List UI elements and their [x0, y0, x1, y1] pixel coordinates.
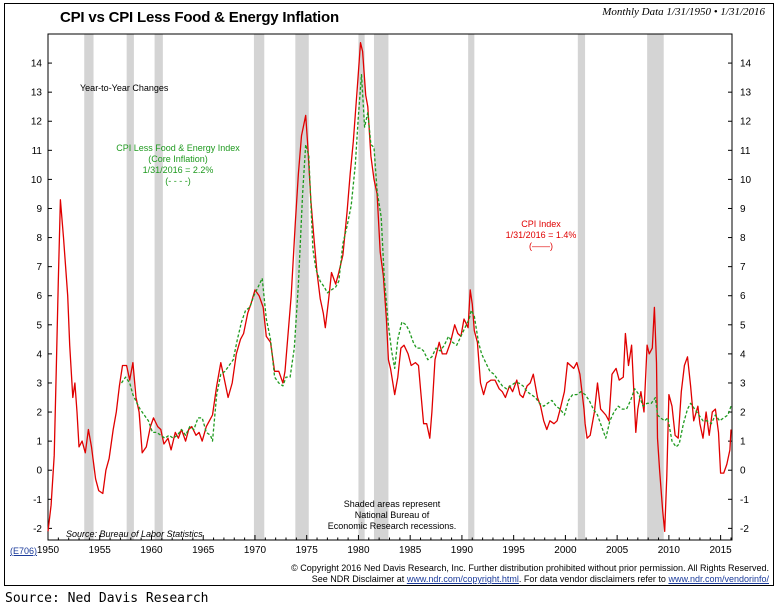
y-tick-label: 0 [36, 466, 42, 477]
x-tick-label: 1980 [347, 545, 370, 556]
y-tick-label: 0 [740, 466, 746, 477]
y-tick-label: 9 [740, 204, 746, 215]
y-tick-label: 8 [36, 233, 42, 244]
y-tick-label: 9 [36, 204, 42, 215]
x-tick-label: 1960 [140, 545, 163, 556]
annotation-core-label: 1/31/2016 = 2.2% [143, 165, 214, 175]
x-axis: 1950 1955 1960 1965 1970 1975 1980 1985 1990 1995… [37, 535, 732, 556]
annotation-source: Source: Bureau of Labor Statistics [66, 529, 203, 539]
copyright-notice: © Copyright 2016 Ned Davis Research, Inc… [291, 563, 769, 585]
y-tick-label: 11 [32, 146, 43, 157]
recession-band [647, 34, 664, 540]
annotation-core-label: CPI Less Food & Energy Index [116, 143, 240, 153]
x-tick-label: 2005 [606, 545, 629, 556]
x-tick-label: 1950 [37, 545, 60, 556]
recession-band [253, 34, 265, 540]
y-tick-label: 7 [36, 262, 42, 273]
annotation-year-to-year: Year-to-Year Changes [80, 83, 169, 93]
y-tick-label: 2 [740, 408, 746, 419]
annotation-cpi-label: 1/31/2016 = 1.4% [506, 230, 577, 240]
x-tick-label: 1990 [451, 545, 474, 556]
annotation-cpi-label: (——) [529, 241, 553, 251]
y-tick-label: 2 [36, 408, 42, 419]
y-tick-label: -1 [740, 495, 749, 506]
recession-band [358, 34, 365, 540]
annotation-cpi-label: CPI Index [521, 219, 561, 229]
y-tick-label: -1 [33, 495, 42, 506]
chart-subtitle: Monthly Data 1/31/1950 • 1/31/2016 [602, 6, 765, 18]
y-tick-label: 6 [740, 291, 746, 302]
x-tick-label: 2000 [554, 545, 577, 556]
x-tick-label: 1955 [89, 545, 112, 556]
y-tick-label: -2 [33, 524, 42, 535]
x-tick-label: 1975 [296, 545, 319, 556]
copyright-line-1: © Copyright 2016 Ned Davis Research, Inc… [291, 563, 769, 573]
y-tick-label: 13 [31, 88, 43, 99]
x-tick-label: 2010 [658, 545, 681, 556]
y-tick-label: -2 [740, 524, 749, 535]
cpi-series-line [47, 42, 732, 532]
x-tick-label: 1985 [399, 545, 422, 556]
y-tick-label: 8 [740, 233, 746, 244]
copyright-line-2: See NDR Disclaimer at www.ndr.com/copyri… [291, 574, 769, 585]
y-tick-label: 11 [740, 146, 751, 157]
series-layer [47, 42, 732, 532]
y-tick-label: 4 [740, 349, 746, 360]
plot-area [47, 33, 733, 541]
chart-title: CPI vs CPI Less Food & Energy Inflation [60, 9, 339, 26]
annotation-recession-note: National Bureau of [355, 510, 430, 520]
y-tick-label: 12 [31, 117, 43, 128]
disclaimer-middle: . For data vendor disclaimers refer to [518, 574, 666, 584]
annotation-core-label: (Core Inflation) [148, 154, 208, 164]
y-tick-label: 3 [740, 378, 746, 389]
y-tick-label: 7 [740, 262, 746, 273]
y-tick-label: 13 [740, 88, 752, 99]
recession-band [295, 34, 309, 540]
x-tick-label: 2015 [709, 545, 732, 556]
recession-band [373, 34, 389, 540]
recession-band [468, 34, 475, 540]
y-tick-label: 1 [36, 437, 42, 448]
copyright-link[interactable]: www.ndr.com/copyright.html [406, 574, 519, 584]
chart-code[interactable]: (E706) [10, 546, 38, 556]
annotation-core-label: (- - - -) [165, 176, 190, 186]
y-tick-label: 4 [36, 349, 42, 360]
y-tick-label: 1 [740, 437, 746, 448]
annotations-layer: Year-to-Year Changes CPI Less Food & Ener… [66, 83, 576, 539]
x-tick-label: 1970 [244, 545, 267, 556]
y-tick-label: 10 [740, 175, 752, 186]
core-cpi-series-line [120, 74, 732, 448]
recession-band [154, 34, 163, 540]
y-tick-label: 3 [36, 378, 42, 389]
y-tick-label: 14 [740, 59, 752, 70]
y-tick-label: 12 [740, 117, 752, 128]
vendorinfo-link[interactable]: www.ndr.com/vendorinfo/ [668, 574, 769, 584]
y-tick-label: 5 [36, 320, 42, 331]
y-tick-label: 10 [31, 175, 43, 186]
annotation-recession-note: Economic Research recessions. [328, 521, 457, 531]
disclaimer-prefix: See NDR Disclaimer at [311, 574, 405, 584]
x-tick-label: 1995 [503, 545, 526, 556]
y-tick-label: 14 [31, 59, 43, 70]
source-caption: Source: Ned Davis Research [5, 591, 209, 606]
y-tick-label: 6 [36, 291, 42, 302]
y-tick-label: 5 [740, 320, 746, 331]
x-tick-label: 1965 [192, 545, 215, 556]
recession-band [84, 34, 94, 540]
annotation-recession-note: Shaded areas represent [344, 499, 441, 509]
recession-bands [84, 34, 664, 540]
recession-band [577, 34, 586, 540]
recession-band [126, 34, 134, 540]
